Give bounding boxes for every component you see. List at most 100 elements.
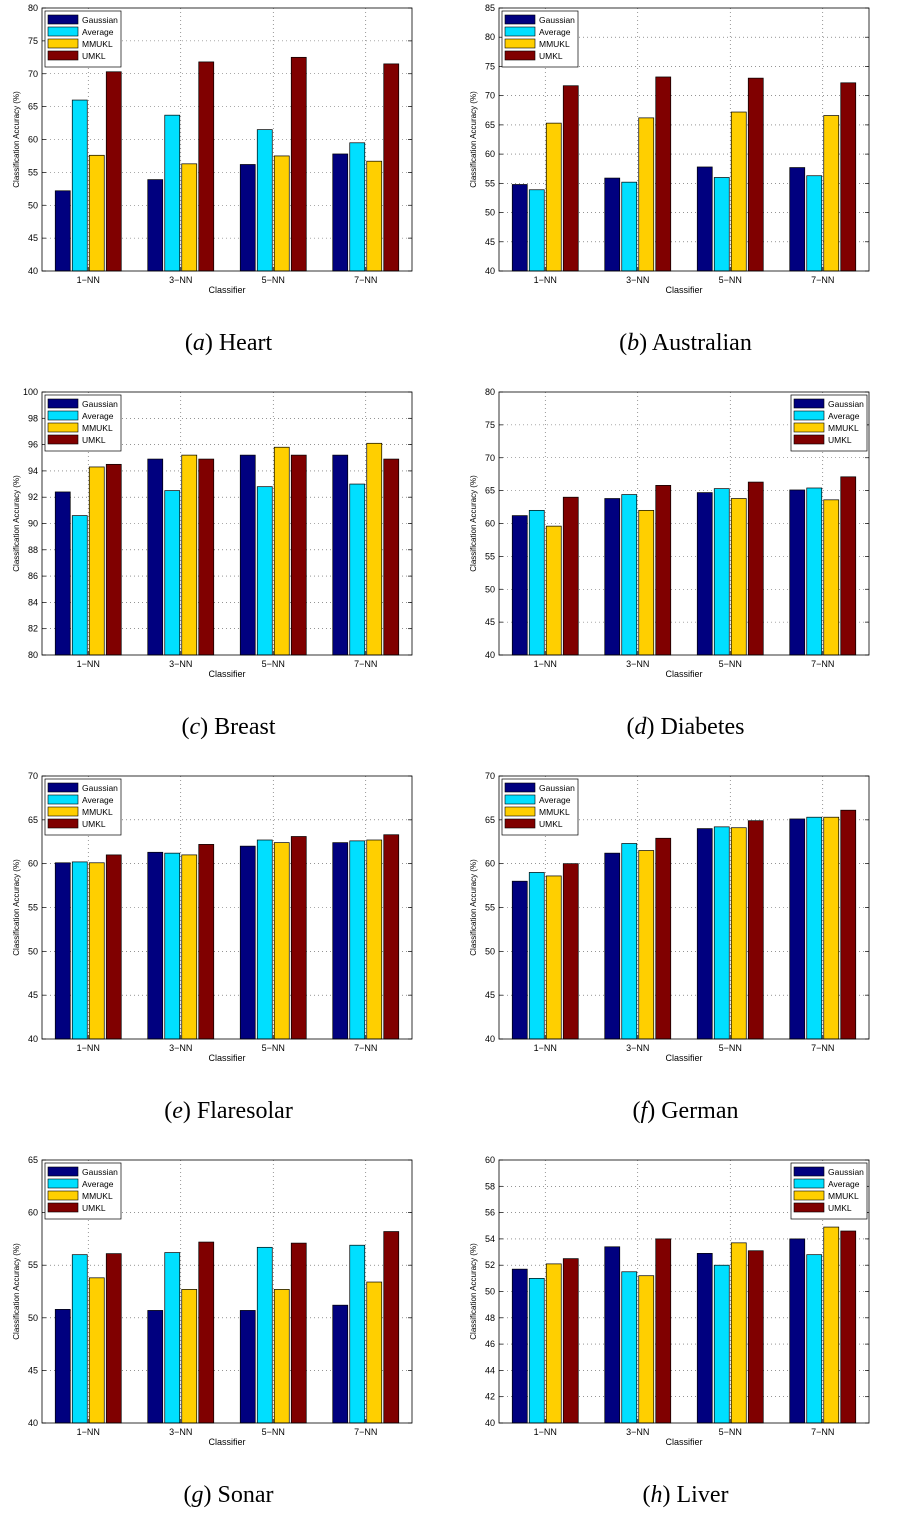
x-tick-label: 7−NN	[811, 1043, 834, 1053]
bar-umkl-2	[655, 837, 672, 1040]
legend-swatch-average	[47, 1178, 79, 1189]
caption-letter: e	[172, 1098, 183, 1124]
y-tick-label: 80	[28, 3, 38, 13]
bar-average-2	[164, 1252, 181, 1424]
legend-swatch-umkl	[793, 1202, 825, 1213]
y-tick-label: 45	[485, 237, 495, 247]
caption-letter: h	[650, 1482, 663, 1508]
chart-panel-german: 40 45 50 55 60 65 70 1−NN 3−NN 5−NN 7−NN Classifier…	[457, 768, 914, 1152]
caption-dataset-name: Australian	[651, 330, 752, 356]
chart-panel-breast: 80 82 84 86 88 90 92 94 96 98 100 1−NN 3−NN 5−NN 7−NN C…	[0, 384, 457, 768]
bar-umkl-1	[562, 1258, 579, 1424]
y-tick-label: 45	[28, 233, 38, 243]
x-axis-label: Classifier	[665, 1437, 702, 1447]
x-tick-label: 3−NN	[626, 1427, 649, 1437]
bar-mmukl-3	[273, 155, 290, 272]
plot-frame	[498, 7, 870, 272]
bar-umkl-1	[105, 1253, 122, 1424]
x-axis-label: Classifier	[208, 285, 245, 295]
bar-average-1	[528, 509, 545, 656]
bar-gaussian-4	[332, 153, 349, 272]
y-tick-label: 40	[28, 1034, 38, 1044]
y-tick-label: 94	[28, 466, 38, 476]
y-tick-label: 55	[28, 903, 38, 913]
y-tick-label: 50	[485, 1287, 495, 1297]
bar-average-1	[528, 872, 545, 1040]
y-tick-label: 54	[485, 1234, 495, 1244]
legend-label-umkl: UMKL	[82, 1203, 106, 1213]
x-tick-label: 3−NN	[169, 659, 192, 669]
legend-swatch-umkl	[793, 434, 825, 445]
caption-letter: b	[627, 330, 640, 356]
bar-mmukl-2	[638, 850, 655, 1040]
y-tick-label: 75	[28, 36, 38, 46]
caption-dataset-name: Heart	[218, 330, 273, 356]
legend-label-average: Average	[82, 411, 114, 421]
y-tick-label: 48	[485, 1313, 495, 1323]
bar-average-4	[806, 816, 823, 1040]
x-tick-label: 3−NN	[626, 275, 649, 285]
legend-label-mmukl: MMUKL	[828, 1191, 859, 1201]
legend-label-average: Average	[82, 795, 114, 805]
y-tick-label: 45	[485, 990, 495, 1000]
legend-swatch-gaussian	[504, 782, 536, 793]
bar-umkl-3	[747, 481, 764, 656]
y-axis-label: Classification Accuracy (%)	[469, 91, 478, 188]
bar-average-3	[256, 129, 273, 272]
bar-gaussian-1	[511, 880, 528, 1040]
bar-gaussian-1	[54, 491, 71, 656]
legend: Gaussian Average MMUKL UMKL	[44, 1162, 122, 1220]
bar-average-1	[71, 99, 88, 272]
y-tick-label: 50	[28, 1313, 38, 1323]
y-tick-label: 80	[485, 387, 495, 397]
legend-swatch-umkl	[504, 818, 536, 829]
legend-swatch-gaussian	[47, 398, 79, 409]
bar-mmukl-4	[823, 499, 840, 656]
chart-panel-liver: 40 42 44 46 48 50 52 54 56 58 60 1−NN 3−NN 5−NN 7−NN Cl…	[457, 1152, 914, 1536]
y-tick-label: 75	[485, 61, 495, 71]
y-tick-label: 40	[485, 266, 495, 276]
bar-mmukl-2	[181, 163, 198, 272]
bar-average-2	[621, 181, 638, 272]
legend-swatch-average	[793, 1178, 825, 1189]
legend-label-gaussian: Gaussian	[539, 783, 575, 793]
y-tick-label: 85	[485, 3, 495, 13]
x-tick-label: 5−NN	[719, 1043, 742, 1053]
bar-umkl-2	[198, 61, 215, 272]
x-tick-label: 5−NN	[262, 1043, 285, 1053]
legend-swatch-mmukl	[504, 38, 536, 49]
legend-swatch-gaussian	[47, 14, 79, 25]
y-tick-label: 45	[485, 617, 495, 627]
bar-gaussian-1	[54, 190, 71, 272]
bar-mmukl-1	[545, 1263, 562, 1424]
bar-umkl-4	[840, 476, 857, 656]
bar-mmukl-1	[88, 1277, 105, 1424]
caption-dataset-name: German	[661, 1098, 739, 1124]
caption-dataset-name: Diabetes	[660, 714, 745, 740]
legend-swatch-gaussian	[47, 782, 79, 793]
y-tick-label: 70	[485, 91, 495, 101]
x-axis-label: Classifier	[665, 1053, 702, 1063]
bar-average-3	[713, 1264, 730, 1424]
bar-gaussian-3	[696, 1253, 713, 1424]
bar-average-2	[621, 843, 638, 1040]
bar-average-2	[164, 852, 181, 1040]
subfigure-caption: (f) German	[632, 1098, 739, 1124]
bar-gaussian-2	[147, 458, 164, 656]
bar-average-4	[349, 142, 366, 272]
bar-gaussian-4	[789, 1238, 806, 1424]
legend-swatch-umkl	[47, 434, 79, 445]
y-tick-label: 65	[485, 486, 495, 496]
caption-dataset-name: Sonar	[217, 1482, 274, 1508]
bar-mmukl-3	[730, 111, 747, 272]
legend-label-mmukl: MMUKL	[539, 807, 570, 817]
bar-gaussian-2	[147, 179, 164, 272]
y-tick-label: 80	[485, 32, 495, 42]
y-tick-label: 70	[485, 453, 495, 463]
bar-umkl-3	[747, 820, 764, 1040]
y-tick-label: 65	[485, 120, 495, 130]
x-tick-label: 3−NN	[169, 1427, 192, 1437]
bar-gaussian-4	[789, 818, 806, 1040]
y-tick-label: 86	[28, 571, 38, 581]
